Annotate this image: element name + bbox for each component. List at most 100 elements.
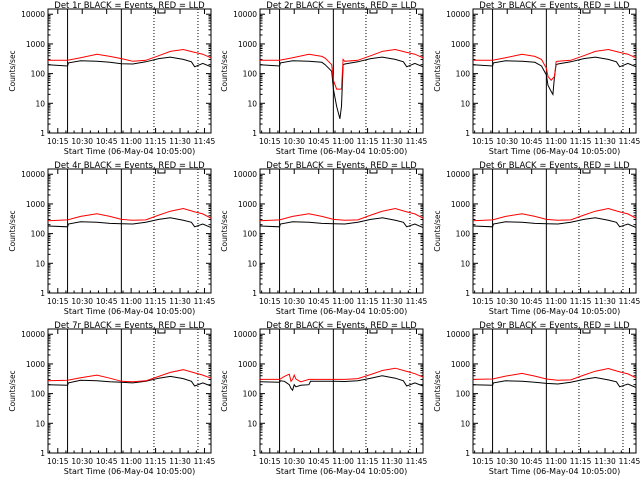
x-tick-label: 11:00 [120,457,142,466]
x-tick-label: 11:30 [381,137,403,146]
x-tick-label: 10:15 [472,297,494,306]
x-tick-label: 11:00 [332,137,354,146]
y-tick-label: 1000 [238,40,257,49]
x-tick-label: 10:15 [47,457,69,466]
y-axis-label: Counts/sec [8,50,17,91]
series-line-lld [259,207,424,222]
y-tick-label: 10000 [233,170,257,179]
interval-bracket [157,170,166,174]
y-axis-label: Counts/sec [220,210,229,251]
x-tick-label: 10:45 [308,137,330,146]
x-tick-label: 10:30 [496,457,518,466]
x-tick-label: 10:45 [96,457,118,466]
x-tick-label: 10:45 [96,297,118,306]
x-axis-label: Start Time (06-May-04 10:05:00) [64,147,195,156]
y-tick-label: 1 [252,289,257,298]
x-tick-label: 11:45 [406,457,428,466]
x-tick-label: 11:30 [381,297,403,306]
y-tick-label: 1 [465,449,470,458]
plot-frame [472,328,637,454]
x-tick-label: 11:15 [570,297,592,306]
y-tick-label: 10 [35,99,45,108]
y-tick-label: 1 [465,129,470,138]
y-axis-label: Counts/sec [433,50,442,91]
interval-bracket [157,330,166,334]
y-tick-label: 10 [460,259,470,268]
x-tick-label: 10:15 [259,297,281,306]
x-tick-label: 11:45 [619,297,640,306]
x-tick-label: 11:15 [145,137,167,146]
y-axis-label: Counts/sec [433,370,442,411]
series-line-events [47,217,212,229]
x-tick-label: 11:00 [120,297,142,306]
y-tick-label: 1000 [238,360,257,369]
y-tick-label: 100 [243,230,258,239]
plot-frame [472,168,637,294]
panel-title: Det 8r BLACK = Events, RED = LLD [266,321,417,331]
panel-title: Det 2r BLACK = Events, RED = LLD [266,1,417,11]
detector-panel-1: 1 10 100 1000 10000 10:15 10:30 10:45 11:00 11:15… [8,1,216,156]
y-tick-label: 10 [247,419,257,428]
plot-frame [259,168,424,294]
y-tick-label: 1 [40,449,45,458]
panel-title: Det 7r BLACK = Events, RED = LLD [54,321,205,331]
y-tick-label: 10000 [21,170,45,179]
series-line-lld [260,48,424,90]
x-tick-label: 11:15 [570,457,592,466]
x-axis-label: Start Time (06-May-04 10:05:00) [489,307,620,316]
series-line-lld [47,369,212,383]
x-axis-label: Start Time (06-May-04 10:05:00) [276,307,407,316]
y-tick-label: 1000 [26,360,45,369]
x-tick-label: 10:15 [47,137,69,146]
x-tick-label: 11:15 [570,137,592,146]
y-tick-label: 100 [243,70,258,79]
x-tick-label: 11:15 [357,137,379,146]
x-tick-label: 10:15 [47,297,69,306]
y-tick-label: 100 [243,390,258,399]
x-axis-label: Start Time (06-May-04 10:05:00) [276,147,407,156]
y-tick-label: 10 [247,259,257,268]
x-tick-label: 10:30 [71,297,93,306]
x-tick-label: 11:00 [332,297,354,306]
x-tick-label: 11:30 [169,297,191,306]
x-tick-label: 11:30 [594,297,616,306]
x-tick-label: 11:00 [332,457,354,466]
x-tick-label: 10:30 [496,297,518,306]
x-tick-label: 11:30 [169,457,191,466]
series-line-lld [48,48,212,62]
y-tick-label: 10 [35,419,45,428]
y-tick-label: 10 [460,419,470,428]
y-tick-label: 10000 [446,10,470,19]
x-tick-label: 10:15 [472,457,494,466]
x-tick-label: 11:00 [545,457,567,466]
x-tick-label: 10:15 [259,137,281,146]
x-tick-label: 11:15 [145,457,167,466]
y-tick-label: 1 [40,129,45,138]
series-line-lld [472,367,637,381]
detector-panel-7: 1 10 100 1000 10000 10:15 10:30 10:45 11:00 11:15… [8,321,216,476]
interval-bracket [582,170,591,174]
y-axis-label: Counts/sec [8,210,17,251]
detector-panel-9: 1 10 100 1000 10000 10:15 10:30 10:45 11:00 11:15… [433,321,640,476]
y-tick-label: 10 [247,99,257,108]
x-tick-label: 10:45 [308,297,330,306]
y-tick-label: 100 [456,230,471,239]
y-tick-label: 1000 [451,40,470,49]
y-tick-label: 1 [465,289,470,298]
interval-bracket [157,10,166,14]
interval-bracket [369,330,378,334]
y-tick-label: 100 [456,390,471,399]
series-line-events [472,217,637,229]
x-tick-label: 10:30 [283,297,305,306]
interval-bracket [582,330,591,334]
x-tick-label: 10:45 [521,457,543,466]
y-tick-label: 10000 [233,10,257,19]
detector-panel-5: 1 10 100 1000 10000 10:15 10:30 10:45 11:00 11:15… [220,161,428,316]
plot-frame [472,8,637,134]
y-axis-label: Counts/sec [8,370,17,411]
detector-panel-6: 1 10 100 1000 10000 10:15 10:30 10:45 11:00 11:15… [433,161,640,316]
detector-panel-3: 1 10 100 1000 10000 10:15 10:30 10:45 11:00 11:15… [433,1,640,156]
series-line-events [47,56,212,68]
x-tick-label: 11:30 [594,457,616,466]
plot-frame [259,328,424,454]
